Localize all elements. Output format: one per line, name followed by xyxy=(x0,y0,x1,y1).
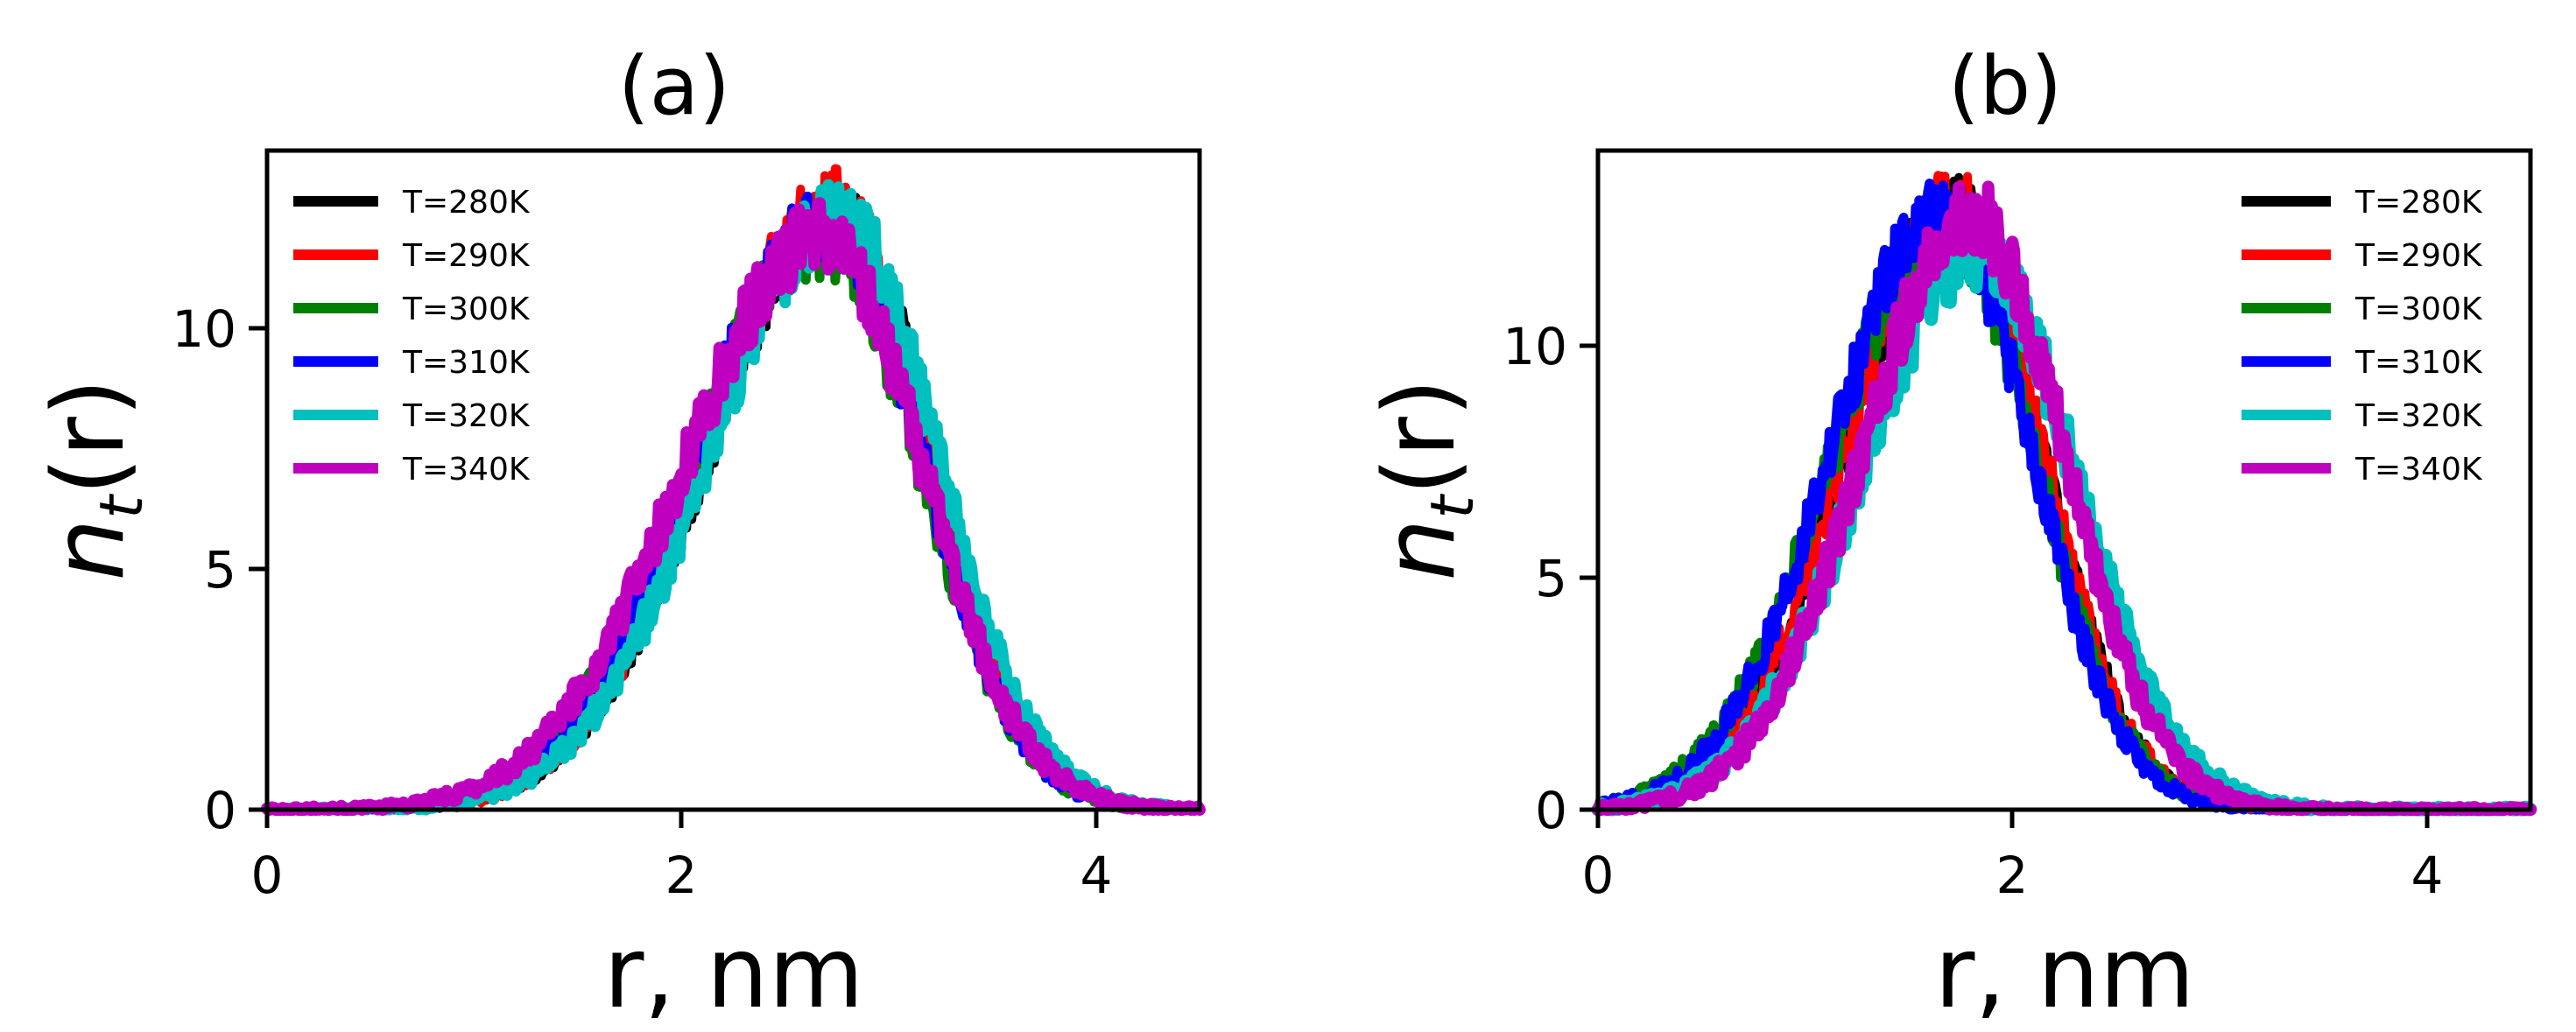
panel-a-legend: T=280K T=290K T=300K T=310K T=320K T=340… xyxy=(293,185,531,488)
panel-a-x-axis-label: r, nm xyxy=(603,916,863,1030)
panel-a-y-tick-label: 10 xyxy=(172,299,236,359)
panel-a-legend-label: T=340K xyxy=(402,452,531,488)
panel-b-x-ticks: 0 2 4 xyxy=(1582,810,2444,905)
panel-b-x-tick-label: 2 xyxy=(1996,846,2029,905)
panel-b-x-tick-label: 4 xyxy=(2411,846,2444,905)
panel-a-legend-label: T=290K xyxy=(402,238,531,274)
panel-a-plot-frame xyxy=(264,148,1202,812)
panel-a-x-ticks: 0 2 4 xyxy=(251,810,1113,905)
panel-b: (b) 0 2 4 0 5 10 r, nm nt(r) T=280K T=29… xyxy=(1363,39,2537,1030)
panel-a-y-label-arg: (r) xyxy=(32,378,146,495)
panel-b-y-tick-label: 5 xyxy=(1535,549,1567,608)
panel-b-legend-label: T=300K xyxy=(2354,291,2483,327)
panel-b-title: (b) xyxy=(1948,39,2062,133)
panel-b-legend-label: T=310K xyxy=(2354,345,2483,381)
panel-b-legend: T=280K T=290K T=300K T=310K T=320K T=340… xyxy=(2242,185,2483,488)
panel-a-series-line xyxy=(261,197,1206,816)
panel-a-title: (a) xyxy=(618,39,730,133)
panel-b-legend-label: T=340K xyxy=(2354,452,2483,488)
panel-a-y-label-main: n xyxy=(32,519,146,581)
panel-b-legend-label: T=320K xyxy=(2354,398,2483,434)
panel-a-x-tick-label: 2 xyxy=(665,846,698,905)
panel-b-y-ticks: 0 5 10 xyxy=(1503,317,1598,840)
panel-a-series-line xyxy=(262,186,1205,815)
panel-a-y-label-sub: t xyxy=(88,494,157,519)
panel-b-y-label-sub: t xyxy=(1418,494,1488,519)
panel-a-series-line xyxy=(263,182,1204,814)
panel-b-plot-frame xyxy=(1595,148,2533,812)
panel-a-legend-label: T=280K xyxy=(402,185,531,221)
panel-b-x-axis-label: r, nm xyxy=(1934,916,2194,1030)
panel-a-legend-label: T=300K xyxy=(402,291,531,327)
panel-b-y-tick-label: 10 xyxy=(1503,317,1567,376)
panel-b-x-tick-label: 0 xyxy=(1582,846,1615,905)
panel-b-legend-label: T=290K xyxy=(2354,238,2483,274)
panel-a-y-ticks: 0 5 10 xyxy=(172,299,267,840)
panel-b-y-tick-label: 0 xyxy=(1535,781,1567,840)
panel-a-y-tick-label: 0 xyxy=(204,781,236,840)
panel-a-y-axis-label: nt(r) xyxy=(32,378,157,580)
panel-b-y-axis-label: nt(r) xyxy=(1363,378,1488,580)
panel-a-x-tick-label: 0 xyxy=(251,846,284,905)
panel-a-y-tick-label: 5 xyxy=(204,540,236,600)
panel-b-legend-label: T=280K xyxy=(2354,185,2483,221)
panel-a-series-line xyxy=(261,179,1206,816)
panel-a-legend-label: T=320K xyxy=(402,398,531,434)
panel-b-y-label-arg: (r) xyxy=(1363,378,1477,495)
panel-a-legend-label: T=310K xyxy=(402,345,531,381)
panel-a: (a) 0 2 4 0 5 10 r, nm nt(r) T=280K T=29… xyxy=(32,39,1206,1030)
panel-a-x-tick-label: 4 xyxy=(1080,846,1113,905)
panel-b-y-label-main: n xyxy=(1363,519,1477,581)
